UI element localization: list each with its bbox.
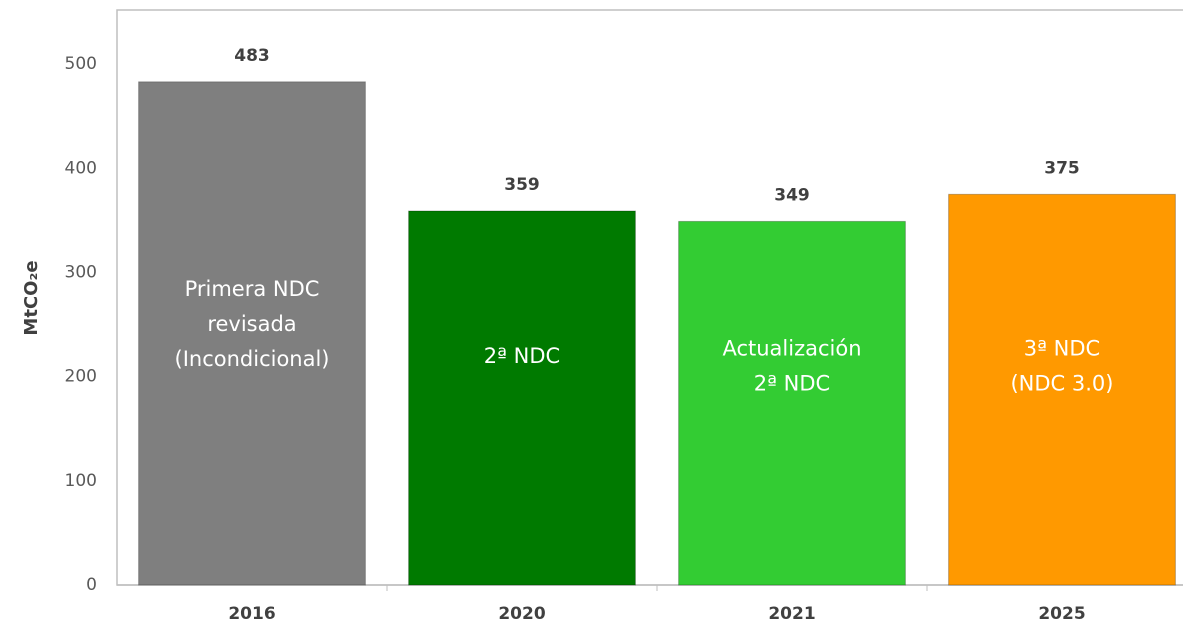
x-tick-label: 2025 <box>1038 604 1085 623</box>
y-tick-label: 100 <box>65 471 97 491</box>
y-tick-label: 400 <box>65 158 97 178</box>
y-tick-label: 500 <box>65 54 97 74</box>
value-label: 359 <box>504 175 540 195</box>
bar-label: Actualización <box>722 337 861 361</box>
bar-label: 2ª NDC <box>754 372 830 396</box>
bar-label: Primera NDC <box>185 277 320 301</box>
bar <box>678 220 906 586</box>
x-tick-label: 2021 <box>768 604 815 623</box>
y-tick-label: 0 <box>86 575 97 595</box>
x-tick-label: 2020 <box>498 604 545 623</box>
bar <box>948 193 1176 586</box>
y-tick-label: 200 <box>65 367 97 387</box>
value-label: 375 <box>1044 158 1080 178</box>
value-label: 483 <box>234 46 270 66</box>
x-tick-label: 2016 <box>228 604 275 623</box>
bar <box>138 81 366 586</box>
bar-label: 3ª NDC <box>1024 337 1100 361</box>
bar <box>408 210 636 586</box>
value-label: 349 <box>774 185 810 205</box>
bar-label: (Incondicional) <box>175 347 330 371</box>
y-axis-label: MtCO₂e <box>21 260 42 335</box>
bar-label: 2ª NDC <box>484 344 560 368</box>
bar-label: revisada <box>207 312 296 336</box>
y-tick-label: 300 <box>65 262 97 282</box>
bar-label: (NDC 3.0) <box>1010 372 1113 396</box>
